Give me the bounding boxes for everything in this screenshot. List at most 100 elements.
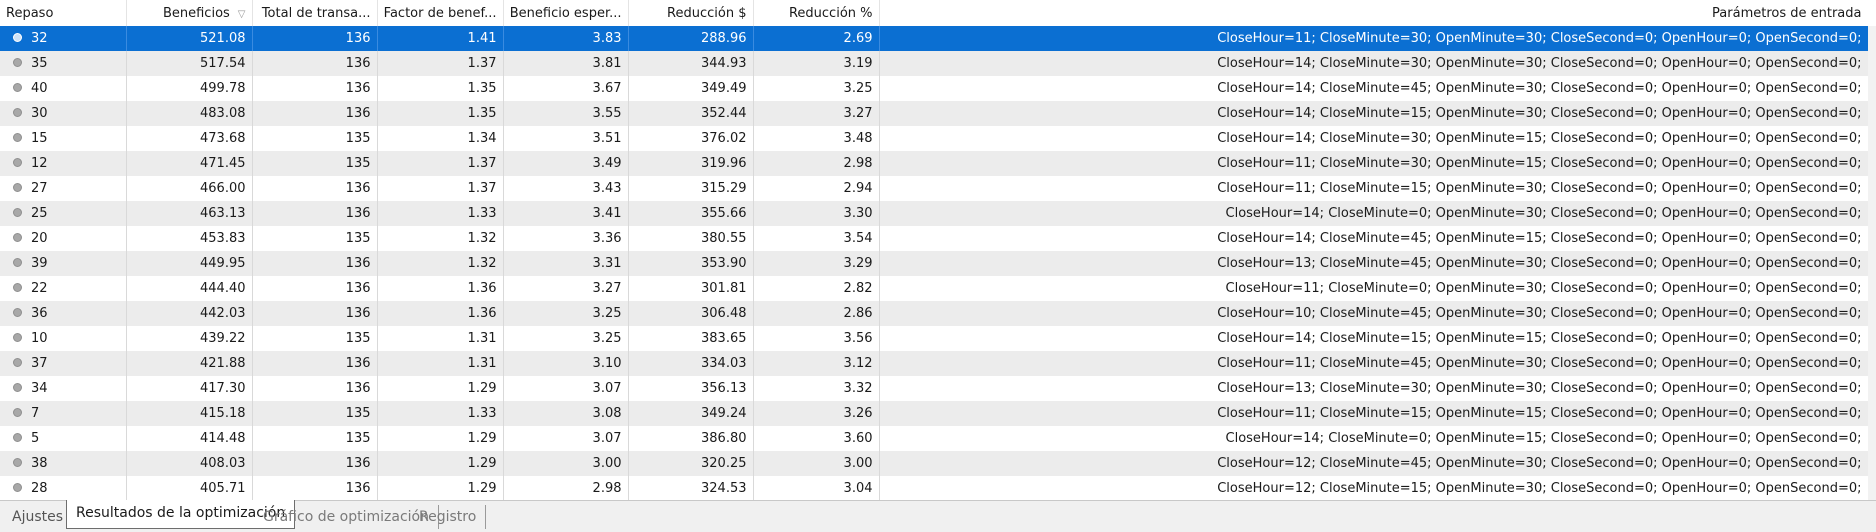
cell-drawdown-pct: 2.69 bbox=[753, 26, 880, 51]
cell-drawdown-abs: 376.02 bbox=[628, 126, 754, 151]
table-row[interactable]: 25 463.13 136 1.33 3.41 355.66 3.30 CloseHour=1… bbox=[0, 201, 1876, 226]
table-row[interactable]: 10 439.22 135 1.31 3.25 383.65 3.56 CloseHour=1… bbox=[0, 326, 1876, 351]
column-header-total-trades[interactable]: Total de transa... bbox=[252, 0, 378, 26]
cell-expected-payoff: 3.10 bbox=[503, 351, 629, 376]
cell-drawdown-pct: 3.56 bbox=[753, 326, 880, 351]
cell-pass: 27 bbox=[0, 176, 127, 201]
cell-expected-payoff: 3.07 bbox=[503, 426, 629, 451]
cell-pass: 5 bbox=[0, 426, 127, 451]
table-row[interactable]: 20 453.83 135 1.32 3.36 380.55 3.54 CloseHour=1… bbox=[0, 226, 1876, 251]
cell-profit: 405.71 bbox=[126, 476, 253, 500]
table-row[interactable]: 28 405.71 136 1.29 2.98 324.53 3.04 CloseHour=1… bbox=[0, 476, 1876, 500]
tab-journal[interactable]: Registro bbox=[410, 505, 487, 529]
cell-total-trades: 136 bbox=[252, 26, 378, 51]
cell-input-parameters: CloseHour=13; CloseMinute=45; OpenMinute… bbox=[879, 251, 1876, 276]
table-row[interactable]: 39 449.95 136 1.32 3.31 353.90 3.29 CloseHour=1… bbox=[0, 251, 1876, 276]
cell-pass: 25 bbox=[0, 201, 127, 226]
cell-pass: 38 bbox=[0, 451, 127, 476]
vertical-scrollbar[interactable] bbox=[1868, 26, 1876, 500]
table-row[interactable]: 40 499.78 136 1.35 3.67 349.49 3.25 CloseHour=1… bbox=[0, 76, 1876, 101]
cell-drawdown-pct: 3.60 bbox=[753, 426, 880, 451]
cell-drawdown-pct: 3.27 bbox=[753, 101, 880, 126]
cell-input-parameters: CloseHour=14; CloseMinute=45; OpenMinute… bbox=[879, 226, 1876, 251]
column-header-expected-payoff[interactable]: Beneficio esper... bbox=[503, 0, 629, 26]
cell-pass: 32 bbox=[0, 26, 127, 51]
tab-optimization-results[interactable]: Resultados de la optimización bbox=[66, 500, 296, 529]
pass-dot-icon bbox=[13, 83, 22, 92]
table-row[interactable]: 37 421.88 136 1.31 3.10 334.03 3.12 CloseHour=1… bbox=[0, 351, 1876, 376]
cell-pass: 34 bbox=[0, 376, 127, 401]
pass-dot-icon bbox=[13, 133, 22, 142]
column-header-profit[interactable]: Beneficios ▽ bbox=[126, 0, 253, 26]
cell-expected-payoff: 3.31 bbox=[503, 251, 629, 276]
table-row[interactable]: 36 442.03 136 1.36 3.25 306.48 2.86 CloseHour=1… bbox=[0, 301, 1876, 326]
column-header-drawdown-pct[interactable]: Reducción % bbox=[753, 0, 880, 26]
table-row[interactable]: 34 417.30 136 1.29 3.07 356.13 3.32 CloseHour=1… bbox=[0, 376, 1876, 401]
optimization-results-grid[interactable]: Repaso Beneficios ▽ Total de transa... Fa… bbox=[0, 0, 1876, 500]
cell-profit: 439.22 bbox=[126, 326, 253, 351]
table-row[interactable]: 12 471.45 135 1.37 3.49 319.96 2.98 CloseHour=1… bbox=[0, 151, 1876, 176]
tab-optimization-graph[interactable]: Gráfico de optimización bbox=[254, 505, 439, 529]
cell-profit: 463.13 bbox=[126, 201, 253, 226]
cell-drawdown-pct: 3.25 bbox=[753, 76, 880, 101]
cell-drawdown-pct: 3.54 bbox=[753, 226, 880, 251]
cell-drawdown-pct: 2.98 bbox=[753, 151, 880, 176]
cell-total-trades: 136 bbox=[252, 201, 378, 226]
pass-dot-icon bbox=[13, 483, 22, 492]
cell-input-parameters: CloseHour=11; CloseMinute=0; OpenMinute=… bbox=[879, 276, 1876, 301]
cell-profit-factor: 1.36 bbox=[377, 276, 504, 301]
cell-drawdown-pct: 3.19 bbox=[753, 51, 880, 76]
column-header-drawdown-abs[interactable]: Reducción $ bbox=[628, 0, 754, 26]
table-row[interactable]: 35 517.54 136 1.37 3.81 344.93 3.19 CloseHour=1… bbox=[0, 51, 1876, 76]
column-header-pass[interactable]: Repaso bbox=[0, 0, 127, 26]
cell-total-trades: 136 bbox=[252, 351, 378, 376]
column-header-profit-factor[interactable]: Factor de benef... bbox=[377, 0, 504, 26]
pass-dot-icon bbox=[13, 408, 22, 417]
cell-profit: 414.48 bbox=[126, 426, 253, 451]
table-row[interactable]: 38 408.03 136 1.29 3.00 320.25 3.00 CloseHour=1… bbox=[0, 451, 1876, 476]
pass-dot-icon bbox=[13, 458, 22, 467]
table-row[interactable]: 5 414.48 135 1.29 3.07 386.80 3.60 CloseHour=14… bbox=[0, 426, 1876, 451]
tester-tabs-bar: Ajustes Resultados de la optimización Gr… bbox=[0, 500, 1876, 532]
cell-pass: 7 bbox=[0, 401, 127, 426]
cell-input-parameters: CloseHour=11; CloseMinute=15; OpenMinute… bbox=[879, 401, 1876, 426]
cell-profit-factor: 1.37 bbox=[377, 176, 504, 201]
cell-drawdown-pct: 3.04 bbox=[753, 476, 880, 500]
tab-ajustes[interactable]: Ajustes bbox=[3, 505, 74, 529]
cell-profit: 408.03 bbox=[126, 451, 253, 476]
cell-pass: 10 bbox=[0, 326, 127, 351]
cell-drawdown-abs: 315.29 bbox=[628, 176, 754, 201]
table-row[interactable]: 7 415.18 135 1.33 3.08 349.24 3.26 CloseHour=11… bbox=[0, 401, 1876, 426]
cell-profit-factor: 1.36 bbox=[377, 301, 504, 326]
cell-drawdown-abs: 386.80 bbox=[628, 426, 754, 451]
cell-expected-payoff: 3.55 bbox=[503, 101, 629, 126]
cell-pass: 39 bbox=[0, 251, 127, 276]
cell-pass: 30 bbox=[0, 101, 127, 126]
pass-dot-icon bbox=[13, 383, 22, 392]
cell-profit: 444.40 bbox=[126, 276, 253, 301]
cell-profit: 517.54 bbox=[126, 51, 253, 76]
cell-expected-payoff: 3.81 bbox=[503, 51, 629, 76]
table-row[interactable]: 15 473.68 135 1.34 3.51 376.02 3.48 CloseHour=1… bbox=[0, 126, 1876, 151]
table-row[interactable]: 30 483.08 136 1.35 3.55 352.44 3.27 CloseHour=1… bbox=[0, 101, 1876, 126]
table-row[interactable]: 32 521.08 136 1.41 3.83 288.96 2.69 CloseHour=1… bbox=[0, 26, 1876, 51]
cell-drawdown-abs: 324.53 bbox=[628, 476, 754, 500]
cell-total-trades: 135 bbox=[252, 426, 378, 451]
cell-input-parameters: CloseHour=13; CloseMinute=30; OpenMinute… bbox=[879, 376, 1876, 401]
cell-pass: 40 bbox=[0, 76, 127, 101]
pass-dot-icon bbox=[13, 358, 22, 367]
cell-drawdown-abs: 356.13 bbox=[628, 376, 754, 401]
cell-profit: 417.30 bbox=[126, 376, 253, 401]
cell-profit: 471.45 bbox=[126, 151, 253, 176]
cell-profit-factor: 1.29 bbox=[377, 476, 504, 500]
cell-drawdown-abs: 349.49 bbox=[628, 76, 754, 101]
table-row[interactable]: 22 444.40 136 1.36 3.27 301.81 2.82 CloseHour=1… bbox=[0, 276, 1876, 301]
cell-total-trades: 135 bbox=[252, 226, 378, 251]
table-row[interactable]: 27 466.00 136 1.37 3.43 315.29 2.94 CloseHour=1… bbox=[0, 176, 1876, 201]
cell-total-trades: 136 bbox=[252, 101, 378, 126]
cell-input-parameters: CloseHour=10; CloseMinute=45; OpenMinute… bbox=[879, 301, 1876, 326]
cell-drawdown-pct: 2.86 bbox=[753, 301, 880, 326]
cell-profit: 453.83 bbox=[126, 226, 253, 251]
column-header-input-parameters[interactable]: Parámetros de entrada bbox=[879, 0, 1876, 26]
cell-input-parameters: CloseHour=14; CloseMinute=0; OpenMinute=… bbox=[879, 426, 1876, 451]
